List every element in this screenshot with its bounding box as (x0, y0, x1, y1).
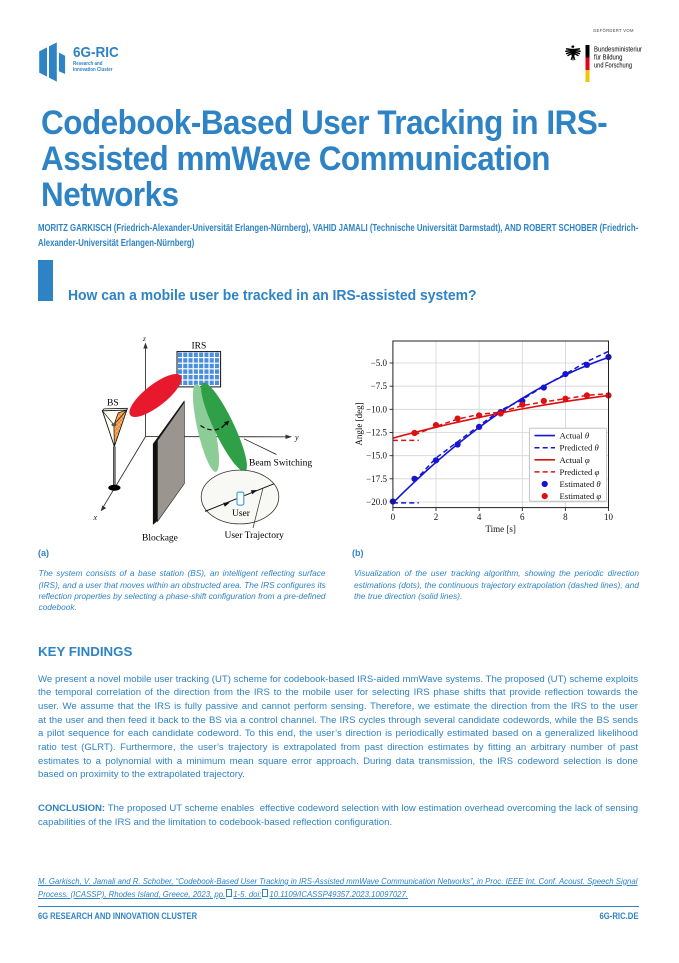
svg-text:User: User (232, 509, 251, 519)
svg-text:Time [s]: Time [s] (485, 524, 515, 534)
svg-text:Estimated φ: Estimated φ (560, 491, 602, 501)
svg-text:−7.5: −7.5 (371, 381, 388, 391)
svg-text:4: 4 (477, 512, 482, 522)
svg-text:0: 0 (391, 512, 396, 522)
svg-text:User Trajectory: User Trajectory (225, 531, 285, 541)
svg-text:−15.0: −15.0 (366, 451, 387, 461)
svg-text:BS: BS (107, 399, 119, 409)
svg-text:Predicted φ: Predicted φ (560, 467, 600, 477)
svg-text:Beam Switching: Beam Switching (249, 459, 312, 469)
svg-text:IRS: IRS (192, 342, 207, 352)
svg-text:Actual φ: Actual φ (560, 455, 590, 465)
svg-text:Estimated θ: Estimated θ (560, 479, 602, 489)
svg-text:Blockage: Blockage (142, 534, 178, 544)
svg-text:und Forschung: und Forschung (594, 61, 632, 70)
svg-text:−17.5: −17.5 (366, 474, 387, 484)
svg-text:y: y (294, 433, 299, 442)
svg-text:Angle [deg]: Angle [deg] (354, 402, 364, 445)
svg-text:z: z (142, 335, 146, 343)
svg-text:für Bildung: für Bildung (594, 53, 623, 62)
svg-text:8: 8 (563, 512, 568, 522)
svg-text:Actual θ: Actual θ (560, 431, 590, 441)
svg-text:−5.0: −5.0 (371, 358, 388, 368)
svg-text:−20.0: −20.0 (366, 497, 387, 507)
svg-text:x: x (93, 513, 98, 522)
svg-text:Bundesministeriur: Bundesministeriur (594, 45, 642, 54)
svg-text:−10.0: −10.0 (366, 404, 387, 414)
svg-text:Predicted θ: Predicted θ (560, 443, 600, 453)
svg-text:−12.5: −12.5 (366, 428, 387, 438)
svg-text:10: 10 (604, 512, 614, 522)
svg-text:6: 6 (520, 512, 525, 522)
svg-text:2: 2 (434, 512, 439, 522)
